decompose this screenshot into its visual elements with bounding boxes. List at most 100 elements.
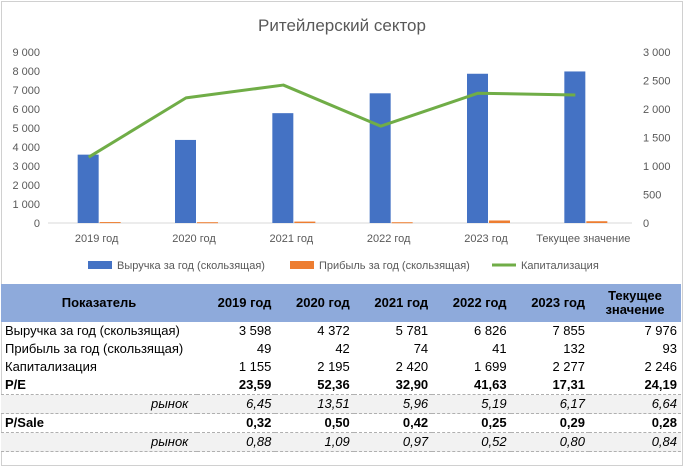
revenue-bar — [467, 73, 488, 223]
y-tick-label: 3 000 — [12, 161, 40, 173]
table-cell: 1 699 — [474, 359, 507, 374]
table-cell: 2 420 — [395, 359, 429, 374]
profit-bar — [294, 221, 316, 223]
y-tick-label: 9 000 — [12, 47, 40, 59]
table-cell: 41,63 — [432, 376, 511, 395]
x-axis: 2019 год 2020 год 2021 год 2022 год 2023 год… — [75, 233, 630, 245]
capitalization-line — [87, 83, 576, 159]
revenue-bar — [369, 93, 391, 223]
table-cell: 0,97 — [353, 432, 433, 452]
legend-label: Выручка за год (скользящая) — [117, 260, 265, 272]
legend-label: Прибыль за год (скользящая) — [319, 260, 470, 272]
y-tick-label: 2 000 — [12, 180, 40, 192]
table-cell: 4 372 — [317, 323, 350, 338]
table-row: Прибыль за год (скользящая) 49 42 74 41 132 93 — [1, 340, 681, 358]
revenue-bar — [77, 154, 99, 223]
y-tick-label: 6 000 — [12, 104, 40, 116]
capitalization-line-group — [87, 83, 576, 159]
table-cell: 93 — [662, 341, 677, 356]
table-cell: 5,19 — [432, 394, 511, 414]
table-cell: 0,42 — [353, 413, 433, 433]
table-cell: 49 — [256, 341, 272, 356]
table-cell: 2 277 — [552, 359, 585, 374]
y-tick-label: 0 — [34, 218, 40, 230]
table-header-row: Показатель 2019 год 2020 год 2021 год 20… — [1, 284, 681, 322]
table-cell: 7 976 — [644, 323, 677, 338]
y-axis-right: 0 500 1 000 1 500 2 000 2 500 3 000 — [643, 47, 671, 230]
y-axis-left: 0 1 000 2 000 3 000 4 000 5 000 6 000 7 000 8 00… — [12, 47, 40, 230]
profit-bar — [197, 222, 218, 224]
table-cell: 2 195 — [317, 359, 350, 374]
table-cell: 6,64 — [589, 394, 681, 414]
y-tick-label: 8 000 — [12, 66, 40, 78]
header-2020: 2020 год — [275, 284, 354, 322]
y2-tick-label: 0 — [643, 218, 649, 230]
table-cell: 0,84 — [589, 432, 681, 452]
table-cell: 32,90 — [353, 376, 433, 395]
profit-bar — [391, 222, 413, 224]
y2-tick-label: 3 000 — [643, 47, 671, 59]
row-label: рынок — [1, 432, 197, 452]
revenue-bar — [564, 71, 586, 224]
x-tick-label: Текущее значение — [536, 233, 630, 245]
x-tick-label: 2023 год — [464, 233, 508, 245]
chart: Ритейлерский сектор 0 1 000 2 000 3 000 4 00… — [12, 16, 671, 272]
legend-swatch — [88, 261, 112, 269]
table-cell: 23,59 — [197, 376, 276, 395]
row-label: рынок — [1, 394, 197, 414]
legend: Выручка за год (скользящая) Прибыль за го… — [88, 260, 599, 272]
row-label: Выручка за год (скользящая) — [5, 323, 180, 338]
table-cell: 0,29 — [510, 413, 589, 433]
profit-bar — [99, 222, 121, 224]
table-cell: 74 — [413, 341, 429, 356]
chart-title: Ритейлерский сектор — [258, 16, 426, 35]
table-cell: 1 155 — [238, 359, 272, 374]
row-label: P/Sale — [1, 413, 197, 433]
table-cell: 6,45 — [197, 394, 276, 414]
table-cell: 0,32 — [197, 413, 276, 433]
y2-tick-label: 1 000 — [643, 161, 671, 173]
table-cell: 132 — [563, 341, 585, 356]
x-tick-label: 2021 год — [270, 233, 314, 245]
header-current: Текущее значение — [589, 284, 681, 322]
row-label: Прибыль за год (скользящая) — [5, 341, 184, 356]
table-cell: 0,50 — [275, 413, 354, 433]
revenue-bar — [175, 139, 196, 223]
table-cell: 13,51 — [275, 394, 354, 414]
table-row: P/Sale 0,32 0,50 0,42 0,25 0,29 0,28 — [1, 413, 681, 433]
table-cell: 0,88 — [197, 432, 276, 452]
header-2023: 2023 год — [510, 284, 589, 322]
y-tick-label: 4 000 — [12, 142, 40, 154]
table-row: Выручка за год (скользящая) 3 598 4 372 5 7… — [1, 322, 681, 340]
indicators-table: Показатель 2019 год 2020 год 2021 год 20… — [1, 284, 681, 452]
x-tick-label: 2020 год — [172, 233, 216, 245]
table-cell: 24,19 — [589, 376, 681, 395]
y2-tick-label: 2 000 — [643, 104, 671, 116]
table-cell: 3 598 — [238, 323, 272, 338]
header-2022: 2022 год — [432, 284, 511, 322]
table-cell: 1,09 — [275, 432, 354, 452]
header-2019: 2019 год — [197, 284, 276, 322]
bars — [77, 71, 608, 224]
revenue-bar — [272, 113, 294, 223]
y2-tick-label: 500 — [643, 190, 661, 202]
table-cell: 0,28 — [589, 413, 681, 433]
y2-tick-label: 1 500 — [643, 133, 671, 145]
y-tick-label: 7 000 — [12, 85, 40, 97]
table-cell: 6 826 — [474, 323, 507, 338]
header-indicator: Показатель — [1, 284, 197, 322]
table-row: рынок 0,88 1,09 0,97 0,52 0,80 0,84 — [1, 432, 681, 452]
row-label: P/E — [1, 376, 197, 395]
table-row: P/E 23,59 52,36 32,90 41,63 17,31 24,19 — [1, 376, 681, 395]
table-cell: 5,96 — [353, 394, 433, 414]
table-cell: 42 — [335, 341, 350, 356]
header-2021: 2021 год — [353, 284, 433, 322]
table-cell: 7 855 — [552, 323, 585, 338]
y2-tick-label: 2 500 — [643, 76, 671, 88]
table-cell: 41 — [492, 341, 507, 356]
y-tick-label: 1 000 — [12, 199, 40, 211]
x-tick-label: 2019 год — [75, 233, 119, 245]
table-cell: 52,36 — [275, 376, 354, 395]
table-cell: 0,25 — [432, 413, 511, 433]
table-cell: 2 246 — [644, 359, 677, 374]
